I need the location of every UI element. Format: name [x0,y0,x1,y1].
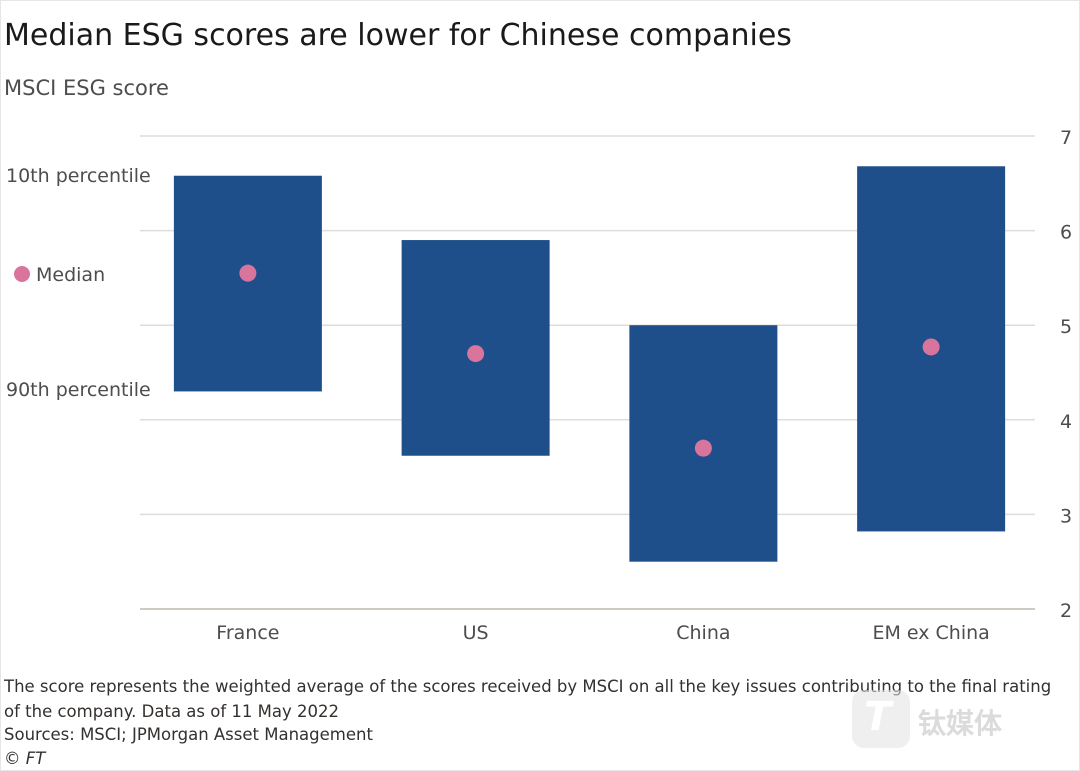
y-tick-label: 6 [1060,222,1072,244]
ft-credit: © FT [4,749,46,768]
x-tick-label: US [463,622,489,644]
y-tick-label: 3 [1060,505,1072,527]
bars [173,166,1006,562]
watermark-text: 钛媒体 [918,707,1003,740]
watermark-logo-letter: T [864,694,892,740]
y-tick-label: 5 [1060,316,1072,338]
y-tick-label: 2 [1060,600,1072,622]
median-dot-china [694,439,712,457]
median-dot-em-ex-china [922,338,940,356]
y-tick-labels: 2 3 4 5 6 7 [1060,127,1072,622]
watermark-logo: T [852,690,910,748]
x-tick-label: EM ex China [872,622,989,644]
legend-median-dot [14,266,30,282]
watermark: T 钛媒体 [852,690,1052,752]
x-tick-label: China [676,622,730,644]
legend: 10th percentile Median 90th percentile [6,165,151,401]
sources-line: Sources: MSCI; JPMorgan Asset Management [4,725,373,744]
x-tick-label: France [216,622,279,644]
legend-p10-label: 10th percentile [6,165,151,187]
median-dots [239,264,940,457]
chart-title: Median ESG scores are lower for Chinese … [4,18,792,53]
median-dot-us [467,345,485,363]
chart-svg: 2 3 4 5 6 7 France US China EM ex China 10th per… [6,127,1072,644]
chart-subtitle: MSCI ESG score [4,76,169,100]
footnote: The score represents the weighted averag… [4,677,1052,721]
y-tick-label: 4 [1060,411,1072,433]
x-tick-labels: France US China EM ex China [216,622,990,644]
y-tick-label: 7 [1060,127,1072,149]
legend-median-label: Median [36,264,105,286]
bar-france [173,175,322,392]
median-dot-france [239,264,257,282]
legend-p90-label: 90th percentile [6,379,151,401]
